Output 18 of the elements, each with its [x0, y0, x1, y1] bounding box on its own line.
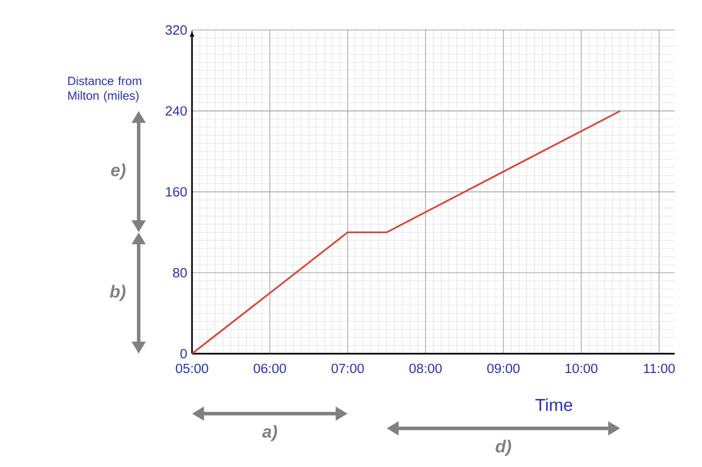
y-tick-label: 0 [180, 348, 187, 358]
x-axis-title: Time [535, 398, 572, 412]
text: b) [110, 284, 126, 302]
y-tick-label: 320 [166, 25, 187, 35]
y-tick-label: 160 [166, 187, 187, 197]
x-tick-label: 09:00 [487, 364, 520, 374]
x-tick-label: 08:00 [409, 364, 442, 374]
text: a) [262, 425, 278, 442]
y-tick-label: 240 [166, 106, 187, 116]
y-tick-label: 80 [173, 268, 187, 278]
y-axis-title: Distance from Milton (miles) [68, 76, 142, 102]
x-tick-label: 10:00 [566, 364, 598, 374]
text: d) [496, 440, 512, 456]
x-tick-label: 07:00 [332, 364, 364, 374]
text: e) [111, 164, 126, 180]
x-tick-label: 05:00 [176, 364, 208, 374]
x-tick-label: 06:00 [254, 364, 286, 374]
x-tick-label: 11:00 [644, 364, 675, 374]
